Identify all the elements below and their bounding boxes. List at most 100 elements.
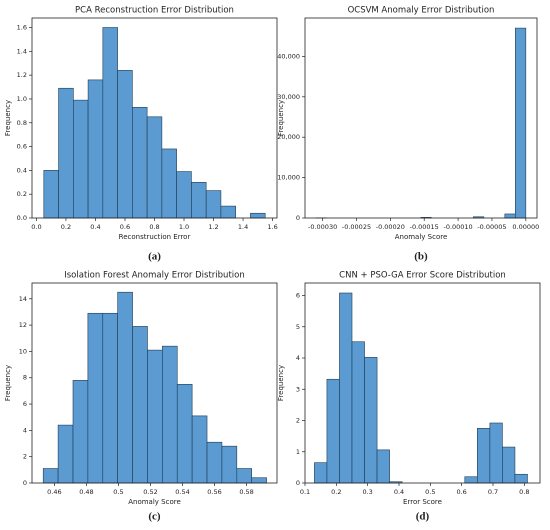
y-tick-label: 1.2 [17,71,27,79]
bar [58,87,74,219]
y-tick-label: 20,000 [277,133,300,141]
x-tick-label: 0.7 [488,488,498,496]
bar [205,190,222,219]
x-tick-label: 0.54 [175,488,189,496]
x-tick-label: 0.5 [113,488,123,496]
bar [57,424,74,484]
bar [251,477,267,484]
bar [314,462,328,484]
bar [502,446,516,484]
y-tick-label: 14 [19,295,27,303]
y-tick-label: 30,000 [277,93,300,101]
bar [191,181,207,219]
y-tick-label: 0.6 [17,143,27,151]
x-tick-label: 0.52 [143,488,157,496]
bar [339,292,353,484]
panel-label: (c) [148,511,161,523]
panel-label: (d) [416,511,430,523]
x-tick-label: 0.3 [362,488,372,496]
y-tick-label: 10,000 [277,174,300,182]
x-tick-label: 0.56 [207,488,221,496]
y-tick-label: 6 [23,400,27,408]
y-tick-label: 40,000 [277,52,300,60]
x-tick-label: -0.00010 [443,223,472,231]
y-tick-label: 8 [23,374,27,382]
plot-frame [31,282,278,484]
y-tick-label: 5 [296,323,300,331]
chart-title: Isolation Forest Anomaly Error Distribut… [64,271,244,281]
bar [102,312,118,484]
bar [236,468,252,484]
x-tick-label: -0.00030 [308,223,337,231]
x-tick-label: 1.4 [238,223,248,231]
x-tick-label: 0.5 [425,488,435,496]
bar [376,449,390,484]
chart-title: PCA Reconstruction Error Distribution [75,6,234,16]
x-axis-label: Anomaly Score [395,233,448,241]
plot-frame [304,17,538,219]
bar [42,468,59,484]
y-axis-label: Frequency [4,365,12,401]
bar [326,378,340,484]
bar [43,170,59,219]
y-tick-label: 0 [296,214,300,222]
y-tick-label: 0 [23,479,27,487]
x-tick-label: 0.46 [47,488,61,496]
bar [464,476,478,484]
x-axis-label: Reconstruction Error [119,233,191,241]
x-tick-label: 0.2 [61,223,71,231]
x-tick-label: 1.2 [208,223,218,231]
bar [489,422,503,484]
x-tick-label: 0.6 [456,488,466,496]
bar [132,326,148,484]
bar [147,349,163,484]
x-tick-label: 0.00000 [512,223,539,231]
bar [73,99,89,219]
bar [504,213,516,219]
y-tick-label: 1.4 [17,47,27,55]
x-axis-label: Anomaly Score [128,498,181,506]
y-tick-label: 0.0 [17,214,27,222]
y-axis-label: Frequency [277,100,285,136]
y-tick-label: 12 [19,321,27,329]
y-tick-label: 4 [23,426,27,434]
chart-title: OCSVM Anomaly Error Distribution [348,6,495,16]
x-tick-label: 0.8 [519,488,529,496]
bar [514,473,528,484]
bar [176,384,193,484]
bar [102,27,118,219]
y-tick-label: 6 [296,292,300,300]
x-tick-label: 0.8 [149,223,159,231]
y-tick-label: 4 [296,354,300,362]
bar [176,171,192,219]
y-tick-label: 0.2 [17,190,27,198]
y-tick-label: 1 [296,448,300,456]
bar [250,212,266,219]
x-tick-label: 0.1 [300,488,310,496]
bar [146,116,163,219]
bar [117,70,133,219]
y-tick-label: 3 [296,385,300,393]
bar [72,380,89,484]
bar [220,205,236,219]
x-tick-label: -0.00005 [477,223,506,231]
x-tick-label: 0.58 [239,488,253,496]
panel-label: (b) [414,251,428,263]
bar [161,148,177,219]
bar [221,445,238,484]
x-tick-label: -0.00020 [376,223,405,231]
y-tick-label: 0.8 [17,119,27,127]
y-axis-label: Frequency [4,100,12,136]
bar [477,428,491,484]
x-tick-label: 1.6 [267,223,277,231]
bar [87,79,104,219]
x-tick-label: 1.0 [179,223,189,231]
panel-label: (a) [148,251,161,263]
bar [364,357,378,484]
y-tick-label: 0 [296,479,300,487]
x-tick-label: 0.4 [394,488,404,496]
bar [206,441,223,484]
bar [162,345,178,484]
x-tick-label: 0.4 [90,223,100,231]
bar [351,341,365,484]
